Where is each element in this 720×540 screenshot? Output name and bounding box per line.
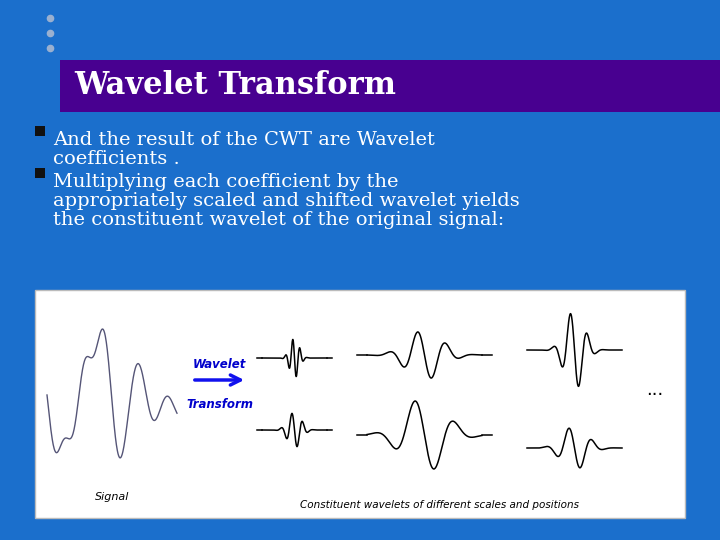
- Text: appropriately scaled and shifted wavelet yields: appropriately scaled and shifted wavelet…: [53, 192, 520, 210]
- Text: Signal: Signal: [95, 492, 129, 502]
- Bar: [35, 126, 45, 136]
- Bar: [35, 290, 685, 518]
- Text: Wavelet Transform: Wavelet Transform: [74, 71, 396, 102]
- Bar: [35, 168, 45, 178]
- Text: coefficients .: coefficients .: [53, 150, 180, 168]
- Text: Multiplying each coefficient by the: Multiplying each coefficient by the: [53, 173, 398, 191]
- Text: ...: ...: [647, 381, 664, 399]
- Text: And the result of the CWT are Wavelet: And the result of the CWT are Wavelet: [53, 131, 435, 149]
- Text: Transform: Transform: [186, 399, 253, 411]
- Text: Wavelet: Wavelet: [193, 357, 246, 370]
- Text: the constituent wavelet of the original signal:: the constituent wavelet of the original …: [53, 211, 504, 229]
- Text: Constituent wavelets of different scales and positions: Constituent wavelets of different scales…: [300, 500, 580, 510]
- Bar: [60, 60, 720, 112]
